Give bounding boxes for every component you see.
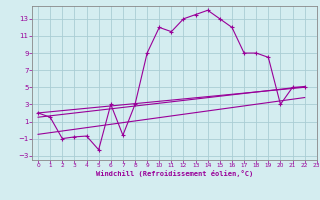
X-axis label: Windchill (Refroidissement éolien,°C): Windchill (Refroidissement éolien,°C) [96, 170, 253, 177]
